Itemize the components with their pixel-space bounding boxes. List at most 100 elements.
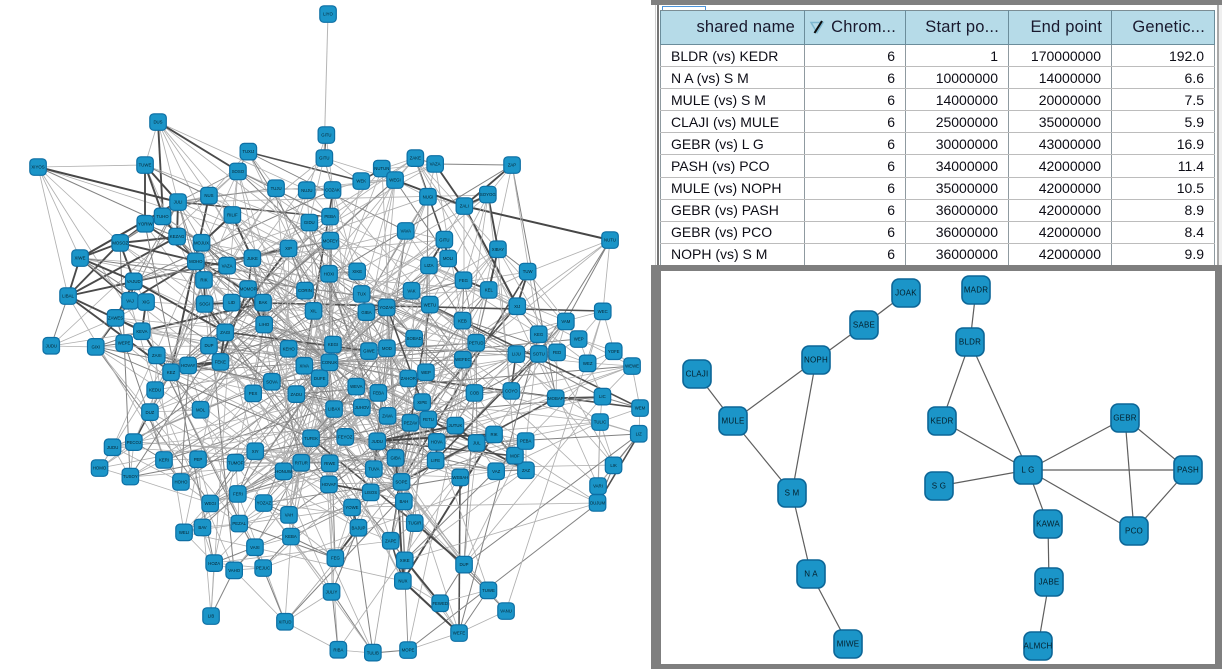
svg-text:VARI: VARI [593, 484, 603, 489]
svg-text:DUZ: DUZ [145, 410, 154, 415]
svg-text:NUJU: NUJU [301, 188, 312, 193]
svg-text:PEP: PEP [194, 457, 203, 462]
svg-text:WEFEC: WEFEC [455, 357, 471, 362]
svg-text:DUJUM: DUJUM [590, 501, 605, 506]
svg-text:LIJU: LIJU [512, 352, 521, 357]
svg-text:ZAKE: ZAKE [410, 156, 421, 161]
svg-text:VAHO: VAHO [228, 568, 241, 573]
svg-text:XIP: XIP [285, 246, 292, 251]
svg-text:XIKE: XIKE [352, 269, 362, 274]
svg-text:FEWED: FEWED [432, 601, 448, 606]
svg-text:JULI: JULI [174, 200, 183, 205]
svg-text:HOVA: HOVA [431, 439, 443, 444]
svg-text:TUVA: TUVA [368, 467, 379, 472]
svg-text:YOWE: YOWE [345, 505, 358, 510]
svg-text:WEP: WEP [574, 337, 584, 342]
svg-text:TUX: TUX [357, 292, 366, 297]
svg-text:JUDU: JUDU [107, 445, 118, 450]
svg-text:DUP: DUP [204, 343, 213, 348]
svg-text:HOZA: HOZA [208, 561, 220, 566]
svg-text:SOGI: SOGI [199, 302, 210, 307]
svg-text:VAJ: VAJ [126, 298, 134, 303]
svg-text:LIHO: LIHO [259, 322, 270, 327]
svg-text:PECOJ: PECOJ [127, 440, 141, 445]
svg-text:ZAXI: ZAXI [152, 353, 162, 358]
svg-text:VAZA: VAZA [222, 263, 233, 268]
svg-text:ZAHOR: ZAHOR [401, 376, 416, 381]
svg-text:LIZA: LIZA [424, 263, 433, 268]
svg-text:ZAGI: ZAGI [220, 330, 230, 335]
svg-text:MOLI: MOLI [443, 256, 454, 261]
svg-text:RILIF: RILIF [227, 213, 238, 218]
svg-text:TUMOF: TUMOF [228, 460, 244, 465]
svg-text:ZAZ: ZAZ [522, 468, 530, 473]
svg-text:HOHO: HOHO [175, 480, 189, 485]
svg-text:KEDU: KEDU [149, 388, 161, 393]
svg-text:XITUD: XITUD [279, 619, 292, 624]
svg-text:BAH: BAH [399, 499, 408, 504]
svg-text:KEZ: KEZ [167, 370, 176, 375]
svg-text:JUDU: JUDU [46, 343, 57, 348]
svg-text:MOBAP: MOBAP [548, 396, 564, 401]
svg-text:XIWE: XIWE [75, 256, 86, 261]
svg-text:LID: LID [228, 300, 235, 305]
svg-text:XIVA: XIVA [300, 363, 310, 368]
svg-text:LIBAX: LIBAX [328, 407, 340, 412]
svg-text:GIBA: GIBA [361, 310, 371, 315]
svg-text:VAJUD: VAJUD [127, 279, 141, 284]
svg-text:BAV: BAV [198, 525, 206, 530]
svg-text:XIY: XIY [252, 449, 259, 454]
svg-text:VANU: VANU [500, 609, 512, 614]
svg-text:WELI: WELI [179, 530, 190, 535]
svg-text:WEZ: WEZ [583, 361, 593, 366]
svg-text:PEZAL: PEZAL [232, 521, 246, 526]
svg-text:KEGI: KEGI [328, 342, 338, 347]
svg-text:KEB: KEB [458, 318, 467, 323]
svg-text:SOVA: SOVA [266, 379, 278, 384]
svg-text:TUJU: TUJU [271, 186, 282, 191]
svg-text:GIDU: GIDU [304, 220, 315, 225]
svg-text:VAZ: VAZ [492, 469, 500, 474]
svg-text:FEG: FEG [459, 278, 468, 283]
svg-text:WEGI: WEGI [204, 501, 215, 506]
svg-text:JUHOV: JUHOV [355, 405, 370, 410]
svg-text:RIK: RIK [491, 432, 498, 437]
svg-text:WETU: WETU [424, 302, 437, 307]
svg-text:LIK: LIK [610, 463, 617, 468]
svg-text:GITU: GITU [319, 156, 329, 161]
svg-text:LIFE: LIFE [431, 458, 440, 463]
svg-text:WEWE: WEWE [625, 364, 639, 369]
svg-text:MOPE: MOPE [402, 648, 415, 653]
svg-text:VAM: VAM [561, 319, 570, 324]
svg-text:WEK: WEK [356, 179, 366, 184]
svg-text:RIWE: RIWE [324, 461, 335, 466]
svg-text:JUDU: JUDU [371, 439, 382, 444]
svg-text:DUFE: DUFE [314, 376, 326, 381]
svg-text:ZAWES: ZAWES [108, 315, 123, 320]
svg-text:ZADU: ZADU [290, 392, 302, 397]
svg-text:FEG: FEG [331, 556, 340, 561]
svg-text:XIG: XIG [142, 300, 150, 305]
svg-text:LIB: LIB [208, 614, 215, 619]
svg-text:MOL: MOL [196, 407, 206, 412]
svg-text:DUS: DUS [153, 120, 162, 125]
svg-text:KEVA: KEVA [136, 329, 147, 334]
svg-text:PEJUC: PEJUC [256, 566, 270, 571]
svg-text:MOFEY: MOFEY [323, 238, 338, 243]
svg-text:KEL: KEL [485, 288, 494, 293]
svg-text:KEHO: KEHO [283, 346, 296, 351]
svg-text:TUSOY: TUSOY [123, 474, 138, 479]
svg-text:HOVAF: HOVAF [322, 482, 337, 487]
svg-text:YOZAK: YOZAK [379, 305, 394, 310]
svg-text:ZAVA: ZAVA [382, 413, 393, 418]
svg-text:WEP: WEP [421, 370, 431, 375]
svg-text:FEYOZ: FEYOZ [338, 435, 353, 440]
svg-text:FERI: FERI [233, 492, 243, 497]
svg-text:BAK: BAK [259, 300, 268, 305]
svg-text:YOFE: YOFE [608, 349, 620, 354]
svg-text:XIYOS: XIYOS [31, 165, 44, 170]
svg-text:LIC: LIC [599, 394, 606, 399]
svg-text:TUXIJ: TUXIJ [242, 149, 254, 154]
svg-text:KEBA: KEBA [285, 534, 297, 539]
svg-text:VAZA: VAZA [430, 162, 441, 167]
